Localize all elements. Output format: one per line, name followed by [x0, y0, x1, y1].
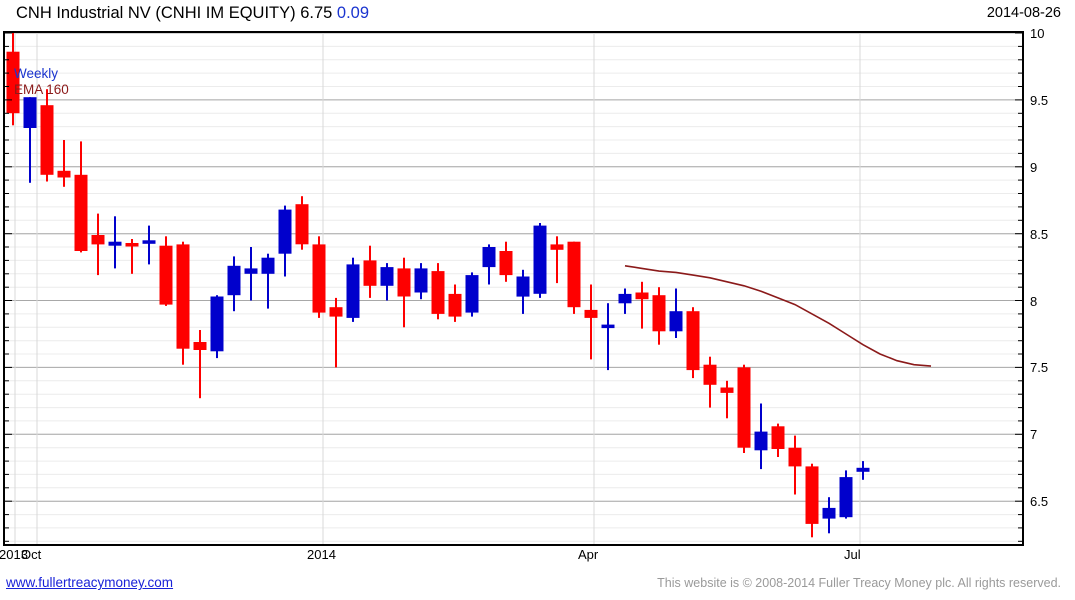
candlestick	[6, 33, 20, 126]
price-change: 0.09	[336, 4, 370, 22]
candlestick	[380, 263, 394, 301]
y-axis-tick-label: 10	[1030, 26, 1045, 41]
y-axis-tick-label: 8.5	[1030, 226, 1049, 242]
candlestick-chart-svg	[5, 33, 1022, 544]
candlestick	[516, 269, 530, 314]
candlestick	[567, 241, 581, 314]
candlestick	[822, 497, 836, 534]
candlestick	[856, 461, 870, 480]
copyright-notice: This website is © 2008-2014 Fuller Treac…	[657, 576, 1061, 590]
candlestick	[754, 403, 768, 470]
candlestick	[91, 213, 105, 276]
candlestick	[618, 288, 632, 314]
instrument-title: CNH Industrial NV (CNHI IM EQUITY) 6.75	[16, 4, 333, 22]
y-axis-tick-label: 6.5	[1030, 494, 1049, 510]
x-axis-tick-label: Oct	[21, 547, 42, 562]
candlestick	[669, 288, 683, 338]
grid-major-lines	[5, 33, 1022, 502]
candlestick	[482, 244, 496, 285]
candlestick	[278, 205, 292, 277]
y-axis-tick-label: 7	[1030, 427, 1038, 443]
candlestick	[74, 141, 88, 253]
x-axis-tick-label: Jul	[844, 547, 861, 562]
candlestick	[193, 330, 207, 399]
candlestick	[720, 380, 734, 419]
y-axis-tick-label: 7.5	[1030, 360, 1049, 376]
candlestick	[431, 263, 445, 320]
candlestick	[448, 284, 462, 322]
candlestick	[23, 97, 37, 183]
candlestick	[227, 256, 241, 312]
candlestick	[533, 223, 547, 298]
candlestick	[703, 356, 717, 408]
ema-160-line	[624, 265, 932, 367]
page-title: CNH Industrial NV (CNHI IM EQUITY) 6.75 …	[16, 4, 369, 23]
candlestick	[312, 236, 326, 318]
candlestick	[346, 257, 360, 322]
candlestick	[601, 303, 615, 371]
candlestick	[652, 287, 666, 345]
candlestick	[550, 236, 564, 284]
x-axis: 2013 Oct 2014 Apr Jul	[0, 548, 1075, 570]
candlestick	[839, 470, 853, 519]
candlestick	[295, 196, 309, 250]
x-axis-tick-label: 2014	[307, 547, 336, 562]
candlestick	[142, 225, 156, 265]
candlestick	[40, 89, 54, 182]
candlestick	[210, 295, 224, 359]
grid-minor-lines	[5, 33, 1022, 542]
y-axis-tick-label: 9	[1030, 159, 1038, 175]
candlestick	[363, 245, 377, 298]
x-axis-tick-label: Apr	[578, 547, 599, 562]
as-of-date: 2014-08-26	[986, 5, 1061, 21]
candlestick	[771, 423, 785, 457]
chart-footer: www.fullertreacymoney.com This website i…	[0, 572, 1075, 600]
chart-plot-area[interactable]: Weekly EMA 160	[3, 31, 1024, 546]
site-url-link[interactable]: www.fullertreacymoney.com	[6, 575, 174, 590]
candlestick	[108, 216, 122, 269]
candlestick	[686, 307, 700, 379]
candlestick	[414, 263, 428, 300]
candlestick	[57, 140, 71, 187]
candlestick	[329, 297, 343, 368]
candlestick	[788, 435, 802, 495]
candlestick	[499, 241, 513, 282]
candlestick	[261, 253, 275, 309]
candlestick	[465, 272, 479, 317]
candlestick	[737, 364, 751, 453]
x-axis-tick-label: 2013	[0, 547, 28, 562]
candlestick	[244, 247, 258, 301]
candlestick	[125, 239, 139, 274]
candlestick-series	[6, 33, 870, 538]
y-axis-tick-label: 8	[1030, 293, 1038, 309]
chart-header: CNH Industrial NV (CNHI IM EQUITY) 6.75 …	[0, 0, 1075, 28]
candlestick	[176, 241, 190, 365]
y-axis: 10 9.5 9 8.5 8 7.5 7 6.5	[1030, 27, 1075, 546]
candlestick	[584, 284, 598, 360]
candlestick	[805, 463, 819, 538]
candlestick	[159, 236, 173, 306]
candlestick	[397, 257, 411, 328]
candlestick	[635, 281, 649, 329]
y-axis-tick-label: 9.5	[1030, 92, 1049, 108]
y-axis-tick-marks	[5, 33, 1022, 542]
